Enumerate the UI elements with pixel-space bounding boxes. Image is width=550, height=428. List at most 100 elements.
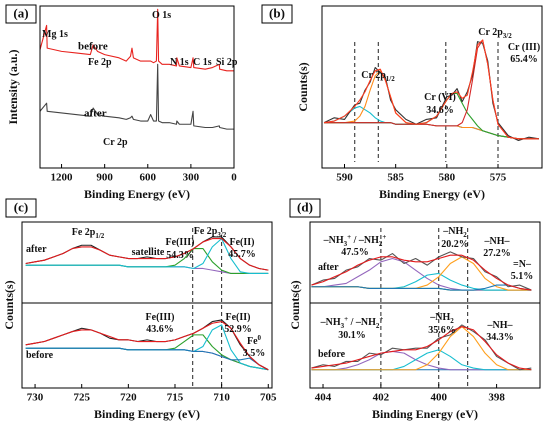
annotation: 30.1%: [338, 330, 366, 341]
x-tick-label: 585: [387, 172, 404, 184]
annotation-run: 5.1%: [511, 271, 534, 282]
annotation-run: 2: [463, 231, 467, 239]
annotation-run: N 1s: [170, 57, 189, 68]
panel-label: (a): [13, 5, 28, 20]
annotation-run: +: [382, 233, 386, 241]
annotation-run: =N–: [513, 259, 532, 270]
annotation: Cr 2p3/2: [478, 27, 512, 39]
annotation-run: Mg 1s: [42, 29, 68, 40]
annotation-run: 52.9%: [224, 324, 252, 335]
annotation: Fe(III): [146, 312, 175, 323]
x-tick-label: 730: [27, 392, 44, 404]
x-tick-label: 590: [336, 172, 353, 184]
annotation-run: 3: [341, 322, 345, 330]
annotation: –NH2: [442, 226, 467, 238]
x-tick-label: 715: [167, 392, 184, 404]
annotation: Fe0: [247, 334, 262, 348]
panel-label-box: [289, 198, 321, 218]
annotation: Fe(II): [230, 237, 255, 248]
annotation-run: 35.6%: [428, 325, 456, 336]
annotation-run: Cr (III): [508, 42, 540, 53]
annotation-run: 27.2%: [483, 248, 511, 259]
annotation: Cr 2p: [103, 137, 128, 148]
annotation-run: 2: [379, 240, 383, 248]
annotation-run: / –NH: [351, 235, 379, 246]
y-axis-label: Intensity (a.u.): [6, 49, 20, 124]
x-axis-label: Binding Energy (eV): [84, 187, 190, 201]
annotation-run: +: [344, 315, 348, 323]
annotation: Fe 2p1/2: [72, 227, 105, 239]
annotation: –NH–: [484, 236, 511, 247]
x-tick-label: 398: [488, 392, 505, 404]
annotation-run: 34.6%: [426, 105, 454, 116]
annotation-run: 20.2%: [441, 239, 469, 250]
annotation-run: Cr 2p: [103, 137, 128, 148]
annotation-run: 34.3%: [486, 332, 514, 343]
annotation: Cr (VI): [424, 92, 456, 103]
annotation: –NH2: [429, 312, 454, 324]
annotation-run: Fe(II): [226, 312, 251, 323]
annotation: Cr 2p1/2: [361, 70, 395, 82]
annotation-run: 1/2: [95, 232, 104, 240]
spectrum-line: [311, 326, 532, 371]
x-tick-label: 1200: [51, 172, 74, 184]
annotation: Cr (III): [508, 42, 540, 53]
x-tick-label: 900: [96, 172, 113, 184]
x-tick-label: 720: [120, 392, 137, 404]
annotation-run: –NH–: [487, 320, 514, 331]
annotation-run: 3/2: [503, 32, 512, 40]
spectrum-line: [311, 326, 532, 371]
y-axis-label: Counts(s): [296, 62, 310, 111]
annotation: after: [26, 244, 47, 255]
annotation-run: Fe 2p: [194, 226, 218, 237]
annotation: N 1s: [170, 57, 189, 68]
annotation-run: Cr 2p: [478, 27, 503, 38]
spectrum-line: [40, 8, 234, 72]
y-axis-label: Counts(s): [288, 280, 302, 329]
annotation: 43.6%: [146, 324, 174, 335]
panel-label-box: [5, 4, 37, 24]
annotation: Fe(III): [166, 237, 195, 248]
annotation-run: after: [318, 262, 339, 273]
panel-label-box: [261, 4, 293, 24]
annotation: Mg 1s: [42, 29, 68, 40]
spectrum-line: [25, 238, 269, 275]
plot-frame: [321, 5, 543, 169]
plot-frame: [309, 221, 541, 389]
annotation-run: 2: [376, 322, 380, 330]
annotation-run: after: [26, 244, 47, 255]
annotation-run: Fe(III): [166, 237, 195, 248]
annotation-run: Fe: [247, 336, 258, 347]
annotation: before: [318, 349, 346, 360]
annotation: Fe 2p3/2: [194, 226, 227, 238]
annotation: satellite: [132, 247, 165, 258]
panel-label: (c): [14, 199, 28, 214]
series-label: before: [78, 41, 108, 53]
plot-frame: [21, 221, 273, 389]
spectrum-line: [40, 63, 234, 130]
x-tick-label: 725: [73, 392, 90, 404]
annotation: 20.2%: [441, 239, 469, 250]
x-tick-label: 404: [315, 392, 332, 404]
annotation: 35.6%: [428, 325, 456, 336]
annotation: =N–: [513, 259, 532, 270]
annotation-run: 30.1%: [338, 330, 366, 341]
annotation: before: [26, 350, 54, 361]
plot-frame: [39, 5, 235, 169]
annotation-run: C 1s: [193, 57, 212, 68]
annotation-run: Fe 2p: [72, 227, 96, 238]
x-tick-label: 600: [140, 172, 157, 184]
spectrum-line: [311, 284, 532, 291]
annotation: Si 2p: [216, 57, 238, 68]
annotation-run: satellite: [132, 247, 165, 258]
annotation: Fe(II): [226, 312, 251, 323]
annotation-run: –NH: [442, 226, 463, 237]
series-label: after: [84, 108, 107, 120]
annotation: –NH3+ / –NH2+: [323, 233, 387, 248]
panel-label: (b): [269, 5, 285, 20]
annotation-run: 54.3%: [166, 250, 194, 261]
spectrum-line: [25, 238, 269, 271]
annotation-run: 2: [450, 317, 454, 325]
annotation: 34.6%: [426, 105, 454, 116]
